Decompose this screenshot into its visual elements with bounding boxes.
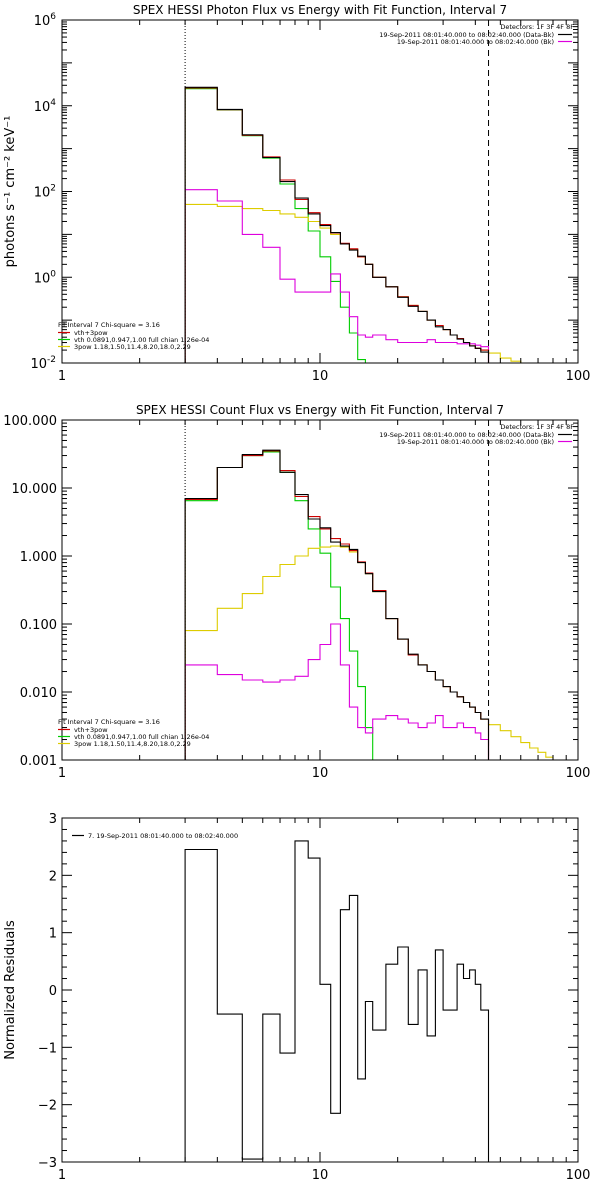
photon-y-tick-label: 100 — [34, 269, 57, 286]
resid-y-tick-label: −2 — [38, 1099, 57, 1114]
count-y-tick-label: 0.100 — [20, 618, 57, 633]
count-x-tick-label: 100 — [566, 766, 591, 781]
resid-y-tick-label: −1 — [38, 1041, 57, 1056]
resid-legend: 7. 19-Sep-2011 08:01:40.000 to 08:02:40.… — [72, 832, 238, 840]
photon-x-tick-label: 1 — [58, 369, 66, 384]
fit-legend-entry-label: vth 0.0891,0.947,1.00 full chian 1.26e-0… — [74, 733, 209, 741]
photon-series-model — [184, 87, 490, 363]
resid-plot-area — [184, 840, 490, 1162]
fit-legend-header: Fit Interval 7 Chi-square = 3.16 — [58, 718, 160, 726]
count-y-tick-label: 0.010 — [20, 686, 57, 701]
count-series-bk — [184, 623, 490, 760]
count-y-tick-label: 0.001 — [20, 754, 57, 769]
resid-series-data — [184, 840, 490, 1162]
photon-y-tick-label: 10-2 — [30, 355, 56, 372]
count-x-tick-label: 1 — [58, 766, 66, 781]
photon-frame — [61, 19, 579, 364]
count-y-tick-label: 1.000 — [20, 550, 57, 565]
count-chart: SPEX HESSI Count Flux vs Energy with Fit… — [3, 403, 590, 781]
legend-header: Detectors: 1F 3F 4F 8F — [500, 423, 574, 431]
resid-y-tick-label: 3 — [49, 812, 57, 827]
legend-entry-label: 19-Sep-2011 08:01:40.000 to 08:02:40.000… — [379, 31, 554, 39]
count-x-tick-label: 10 — [312, 766, 329, 781]
photon-title: SPEX HESSI Photon Flux vs Energy with Fi… — [133, 3, 507, 17]
resid-y-tick-label: 0 — [49, 984, 57, 999]
resid-y-axis-label: Normalized Residuals — [3, 920, 18, 1060]
legend-entry-label: 19-Sep-2011 08:01:40.000 to 08:02:40.000… — [397, 38, 554, 46]
photon-series-pow — [184, 203, 522, 363]
fit-legend-entry-label: 3pow 1.18,1.50,11.4,8.20,18.0,2.29 — [74, 740, 191, 748]
fit-legend-header: Fit Interval 7 Chi-square = 3.16 — [58, 321, 160, 329]
fit-legend-entry-label: vth+3pow — [74, 329, 108, 337]
resid-chart: 1 10 100 −3 −2 −1 0 1 2 3 Normalized Residuals 7. 1… — [3, 812, 590, 1183]
legend-entry-label: 7. 19-Sep-2011 08:01:40.000 to 08:02:40.… — [88, 832, 238, 840]
legend-entry-label: 19-Sep-2011 08:01:40.000 to 08:02:40.000… — [397, 438, 554, 446]
count-y-tick-label: 100.000 — [3, 414, 57, 429]
resid-x-tick-label: 1 — [58, 1168, 66, 1183]
photon-y-tick-label: 106 — [34, 12, 57, 29]
legend-entry-label: 19-Sep-2011 08:01:40.000 to 08:02:40.000… — [379, 431, 554, 439]
photon-series-data — [184, 86, 490, 363]
count-plot-area — [184, 449, 567, 760]
photon-x-tick-label: 100 — [566, 369, 591, 384]
count-series-pow — [184, 545, 567, 760]
photon-y-tick-label: 102 — [34, 184, 56, 201]
photon-y-axis-label: photons s⁻¹ cm⁻² keV⁻¹ — [3, 116, 18, 268]
legend-header: Detectors: 1F 3F 4F 8F — [500, 23, 574, 31]
resid-y-tick-label: 1 — [49, 927, 57, 942]
photon-y-tick-label: 104 — [34, 98, 57, 115]
photon-x-tick-label: 10 — [312, 369, 329, 384]
fit-legend-entry-label: vth+3pow — [74, 726, 108, 734]
resid-x-tick-label: 100 — [566, 1168, 591, 1183]
photon-plot-area — [184, 86, 522, 363]
count-frame — [61, 419, 579, 761]
resid-x-tick-label: 10 — [312, 1168, 329, 1183]
count-fit-legend: Fit Interval 7 Chi-square = 3.16vth+3pow… — [58, 718, 209, 748]
resid-y-tick-label: −3 — [38, 1156, 57, 1171]
fit-legend-entry-label: vth 0.0891,0.947,1.00 full chian 1.26e-0… — [74, 336, 209, 344]
count-series-data — [184, 449, 490, 760]
photon-chart: SPEX HESSI Photon Flux vs Energy with Fi… — [3, 3, 591, 384]
fit-legend-entry-label: 3pow 1.18,1.50,11.4,8.20,18.0,2.29 — [74, 343, 191, 351]
resid-y-tick-label: 2 — [49, 869, 57, 884]
photon-series-bk — [184, 189, 490, 363]
count-title: SPEX HESSI Count Flux vs Energy with Fit… — [136, 403, 504, 417]
photon-fit-legend: Fit Interval 7 Chi-square = 3.16vth+3pow… — [58, 321, 209, 351]
count-y-tick-label: 10.000 — [12, 482, 58, 497]
photon-series-vth — [184, 88, 366, 363]
